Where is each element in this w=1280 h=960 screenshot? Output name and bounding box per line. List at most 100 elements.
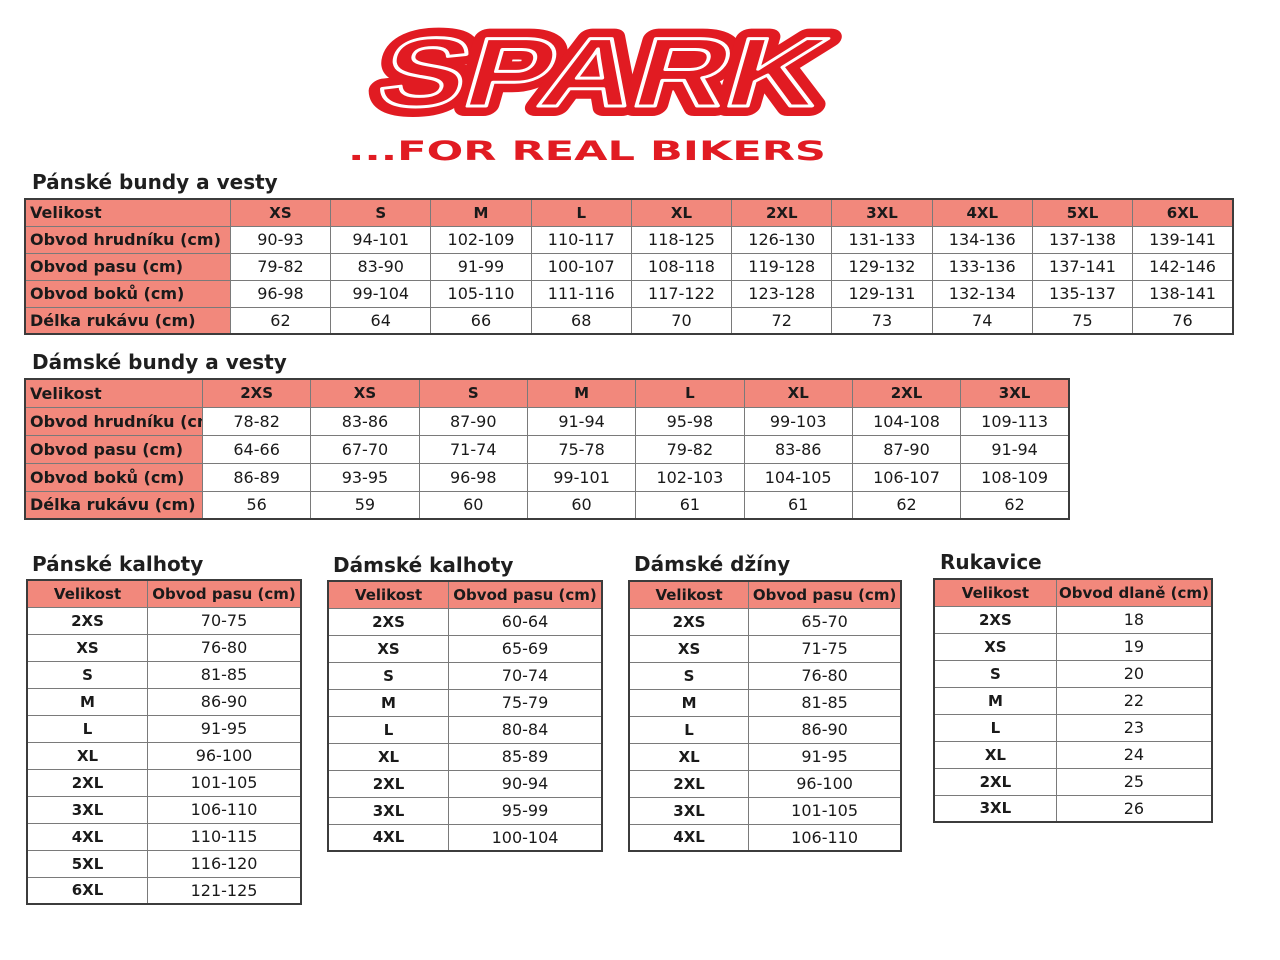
size-cell: 3XL: [26, 795, 149, 824]
value-cell: 76: [1132, 306, 1234, 335]
value-cell: 137-141: [1031, 252, 1134, 281]
row-label: Délka rukávu (cm): [24, 306, 231, 335]
header-cell: XS: [229, 198, 332, 227]
value-cell: 71-74: [418, 434, 528, 464]
size-cell: L: [628, 715, 750, 744]
value-cell: 20: [1055, 659, 1213, 688]
value-cell: 95-99: [448, 796, 603, 825]
table-row: 4XL 110-115: [26, 822, 302, 851]
header-cell: S: [330, 198, 432, 227]
table-row: M 75-79: [327, 688, 603, 717]
womens-jeans-table: Velikost Obvod pasu (cm) 2XS 65-70 XS 71-75 S 7…: [628, 580, 902, 852]
size-cell: M: [628, 688, 750, 717]
womens-jeans-title: Dámské džíny: [634, 552, 791, 576]
value-cell: 129-131: [831, 279, 933, 308]
header-cell: XL: [630, 198, 733, 227]
value-cell: 81-85: [748, 688, 902, 717]
value-cell: 105-110: [430, 279, 532, 308]
size-cell: 4XL: [26, 822, 149, 851]
size-cell: XS: [933, 632, 1057, 661]
table-row: 2XL 25: [933, 767, 1213, 796]
womens-pants-title: Dámské kalhoty: [333, 553, 514, 577]
table-row: M 81-85: [628, 688, 902, 717]
value-cell: 90-93: [229, 225, 332, 254]
header-row: Velikost 2XS XS S M L XL 2XL 3XL: [24, 378, 1070, 408]
value-cell: 66: [430, 306, 532, 335]
value-cell: 22: [1055, 686, 1213, 715]
gloves-table: Velikost Obvod dlaně (cm) 2XS 18 XS 19 S 20 M 22 L…: [933, 578, 1213, 823]
size-cell: 2XS: [933, 605, 1057, 634]
value-cell: 99-103: [743, 406, 853, 436]
value-cell: 133-136: [931, 252, 1033, 281]
table-row: S 81-85: [26, 660, 302, 689]
table-row: XS 19: [933, 632, 1213, 661]
size-cell: XS: [26, 633, 149, 662]
header-cell: Velikost: [24, 378, 203, 408]
value-cell: 83-90: [330, 252, 432, 281]
value-cell: 62: [960, 490, 1070, 520]
size-cell: XL: [933, 740, 1057, 769]
value-cell: 19: [1055, 632, 1213, 661]
value-cell: 83-86: [310, 406, 420, 436]
size-cell: XL: [327, 742, 450, 771]
table-row: S 20: [933, 659, 1213, 688]
table-row: 5XL 116-120: [26, 849, 302, 878]
mens-pants-title: Pánské kalhoty: [32, 552, 204, 576]
table-row: XL 91-95: [628, 742, 902, 771]
size-cell: M: [26, 687, 149, 716]
table-row: Obvod boků (cm) 86-89 93-95 96-98 99-101 102-…: [24, 462, 1070, 492]
value-cell: 75-78: [526, 434, 637, 464]
value-cell: 60-64: [448, 607, 603, 636]
value-cell: 129-132: [831, 252, 933, 281]
header-cell: Obvod pasu (cm): [748, 580, 902, 609]
size-cell: XS: [327, 634, 450, 663]
header-row: Velikost XS S M L XL 2XL 3XL 4XL 5XL 6XL: [24, 198, 1234, 227]
value-cell: 56: [201, 490, 312, 520]
value-cell: 91-94: [960, 434, 1070, 464]
size-cell: XL: [628, 742, 750, 771]
value-cell: 91-95: [147, 714, 302, 743]
value-cell: 25: [1055, 767, 1213, 796]
size-cell: S: [327, 661, 450, 690]
value-cell: 111-116: [530, 279, 632, 308]
row-label: Obvod hrudníku (cm): [24, 225, 231, 254]
value-cell: 75: [1031, 306, 1134, 335]
header-row: Velikost Obvod pasu (cm): [327, 580, 603, 609]
value-cell: 18: [1055, 605, 1213, 634]
value-cell: 126-130: [731, 225, 833, 254]
table-row: Délka rukávu (cm) 62 64 66 68 70 72 73 74 75 76: [24, 306, 1234, 335]
value-cell: 90-94: [448, 769, 603, 798]
header-cell: XS: [310, 378, 420, 408]
mens-jackets-table: Velikost XS S M L XL 2XL 3XL 4XL 5XL 6XL Obvod hrud…: [24, 198, 1234, 335]
value-cell: 95-98: [635, 406, 745, 436]
table-row: 6XL 121-125: [26, 876, 302, 905]
value-cell: 64: [330, 306, 432, 335]
mens-pants-table: Velikost Obvod pasu (cm) 2XS 70-75 XS 76-80 S 8…: [26, 579, 302, 905]
header-cell: 2XL: [851, 378, 962, 408]
header-cell: L: [530, 198, 632, 227]
spark-logo: SPARK SPARK ...FOR REAL BIKERS: [348, 20, 849, 167]
value-cell: 65-70: [748, 607, 902, 636]
value-cell: 135-137: [1031, 279, 1134, 308]
value-cell: 70-74: [448, 661, 603, 690]
size-cell: S: [26, 660, 149, 689]
header-row: Velikost Obvod pasu (cm): [628, 580, 902, 609]
table-row: L 23: [933, 713, 1213, 742]
value-cell: 116-120: [147, 849, 302, 878]
size-cell: 4XL: [327, 823, 450, 852]
value-cell: 100-107: [530, 252, 632, 281]
value-cell: 68: [530, 306, 632, 335]
value-cell: 78-82: [201, 406, 312, 436]
value-cell: 26: [1055, 794, 1213, 823]
value-cell: 134-136: [931, 225, 1033, 254]
size-cell: L: [26, 714, 149, 743]
row-label: Obvod hrudníku (cm): [24, 406, 203, 436]
header-cell: Velikost: [327, 580, 450, 609]
value-cell: 123-128: [731, 279, 833, 308]
value-cell: 93-95: [310, 462, 420, 492]
value-cell: 99-101: [526, 462, 637, 492]
value-cell: 86-90: [748, 715, 902, 744]
table-row: 4XL 100-104: [327, 823, 603, 852]
value-cell: 96-98: [229, 279, 332, 308]
value-cell: 85-89: [448, 742, 603, 771]
